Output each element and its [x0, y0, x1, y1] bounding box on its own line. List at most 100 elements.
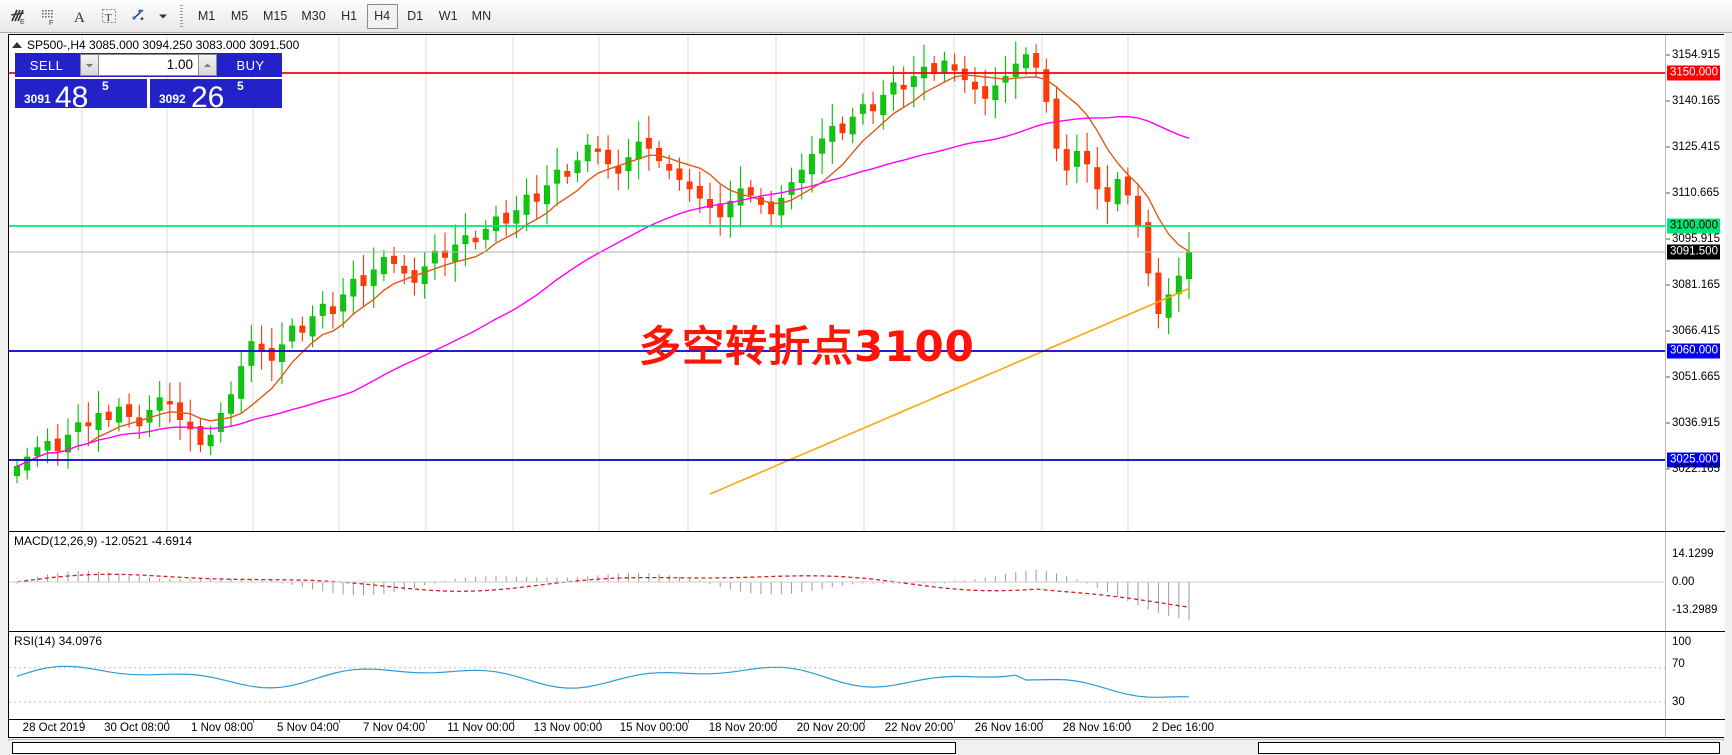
price-axis-tick — [1666, 468, 1670, 470]
indicators-icon[interactable]: E — [4, 3, 34, 30]
time-axis-corner — [1665, 720, 1725, 737]
price-axis-label: 3051.665 — [1672, 371, 1720, 383]
time-axis-tick — [864, 720, 865, 723]
time-axis-label: 15 Nov 00:00 — [619, 722, 689, 734]
octp-top-row: SELL 1.00 BUY — [15, 53, 282, 77]
price-axis-tick — [1666, 422, 1670, 424]
chart-annotation-text[interactable]: 多空转折点3100 — [639, 322, 975, 371]
chart-window[interactable]: SP500-,H4 3085.000 3094.250 3083.000 309… — [8, 34, 1725, 738]
time-axis-tick — [513, 720, 514, 723]
volume-input[interactable]: 1.00 — [99, 54, 198, 76]
timeframe-h1[interactable]: H1 — [341, 9, 358, 23]
status-cell-1 — [12, 742, 956, 754]
price-axis-tick — [1666, 54, 1670, 56]
time-axis-tick — [954, 720, 955, 723]
volume-increase-button[interactable] — [198, 54, 217, 76]
time-axis-label: 30 Oct 08:00 — [104, 722, 170, 734]
timeframe-w1[interactable]: W1 — [438, 9, 458, 23]
toolbar-divider — [177, 4, 186, 28]
rsi-caption: RSI(14) 34.0976 — [14, 634, 103, 648]
price-level-badge[interactable]: 3025.000 — [1667, 452, 1720, 468]
rsi-pane[interactable]: RSI(14) 34.0976 100 70 30 — [9, 631, 1725, 719]
one-click-trading-panel[interactable]: SELL 1.00 BUY 3091 48 — [15, 53, 282, 113]
buy-button[interactable]: BUY — [219, 53, 282, 77]
price-axis-tick — [1666, 146, 1670, 148]
timeframe-m1[interactable]: M1 — [197, 9, 216, 23]
status-bar — [0, 741, 1732, 755]
time-axis-tick — [339, 720, 340, 723]
macd-caption: MACD(12,26,9) -12.0521 -4.6914 — [14, 534, 193, 548]
price-axis-label: 3036.915 — [1672, 417, 1720, 429]
time-axis-label: 18 Nov 20:00 — [708, 722, 778, 734]
axis-label: 70 — [1672, 658, 1685, 670]
time-axis[interactable]: 28 Oct 2019 30 Oct 08:00 1 Nov 08:00 5 Nov … — [9, 719, 1725, 737]
grid-icon[interactable]: F — [34, 3, 64, 30]
time-axis-label: 20 Nov 20:00 — [796, 722, 866, 734]
axis-label: 0.00 — [1672, 576, 1695, 588]
price-axis-label: 3125.415 — [1672, 141, 1720, 153]
price-pane[interactable]: SP500-,H4 3085.000 3094.250 3083.000 309… — [9, 35, 1725, 531]
time-axis-tick — [1042, 720, 1043, 723]
price-axis-label: 3022.165 — [1672, 463, 1720, 475]
price-axis[interactable]: 3154.915 3150.000 3140.165 3125.415 3110.665… — [1665, 35, 1725, 531]
price-axis-tick — [1666, 376, 1670, 378]
timeframe-m15[interactable]: M15 — [263, 9, 288, 23]
sell-price-pips: 48 — [55, 81, 89, 114]
dropdown-arrow-icon[interactable] — [154, 3, 172, 30]
price-level-badge[interactable]: 3091.500 — [1667, 244, 1720, 260]
price-axis-tick — [1666, 100, 1670, 102]
octp-quote-row: 3091 48 5 3092 26 5 — [15, 79, 282, 113]
axis-label: 30 — [1672, 696, 1685, 708]
svg-text:E: E — [20, 19, 25, 26]
time-axis-label: 22 Nov 20:00 — [884, 722, 954, 734]
time-axis-label: 28 Nov 16:00 — [1062, 722, 1132, 734]
svg-text:F: F — [49, 20, 53, 26]
time-axis-label: 7 Nov 04:00 — [362, 722, 426, 734]
time-axis-label: 1 Nov 08:00 — [190, 722, 254, 734]
timeframe-mn[interactable]: MN — [471, 9, 492, 23]
text-tool-icon[interactable]: A — [64, 3, 94, 30]
symbol-header: SP500-,H4 3085.000 3094.250 3083.000 309… — [12, 37, 299, 52]
volume-stepper[interactable]: 1.00 — [78, 53, 219, 77]
time-axis-tick — [599, 720, 600, 723]
price-axis-tick — [1666, 330, 1670, 332]
price-axis-tick — [1666, 192, 1670, 194]
collapse-triangle-icon[interactable] — [12, 41, 22, 48]
time-axis-label: 28 Oct 2019 — [22, 722, 86, 734]
price-axis-label: 3154.915 — [1672, 49, 1720, 61]
price-plot-area[interactable] — [9, 35, 1665, 531]
objects-icon[interactable] — [124, 3, 154, 30]
svg-text:T: T — [105, 12, 112, 24]
price-axis-label: 3095.915 — [1672, 233, 1720, 245]
timeframe-d1[interactable]: D1 — [407, 9, 424, 23]
price-level-badge[interactable]: 3060.000 — [1667, 343, 1720, 359]
buy-price-box[interactable]: 3092 26 5 — [150, 79, 282, 113]
price-candles-svg — [9, 35, 1665, 531]
timeframe-m5[interactable]: M5 — [230, 9, 249, 23]
price-axis-label: 3081.165 — [1672, 279, 1720, 291]
timeframe-m30[interactable]: M30 — [301, 9, 326, 23]
timeframe-h4[interactable]: H4 — [366, 3, 398, 29]
volume-decrease-button[interactable] — [80, 54, 99, 76]
svg-text:A: A — [74, 10, 85, 26]
time-axis-tick — [253, 720, 254, 723]
macd-pane[interactable]: MACD(12,26,9) -12.0521 -4.6914 14.1299 0.… — [9, 531, 1725, 631]
sell-button[interactable]: SELL — [15, 53, 78, 77]
sell-price-box[interactable]: 3091 48 5 — [15, 79, 147, 113]
sell-price-integer: 3091 — [24, 92, 51, 106]
axis-label: -13.2989 — [1672, 604, 1718, 616]
sell-price-fraction: 5 — [102, 79, 109, 93]
rsi-axis: 100 70 30 — [1665, 632, 1725, 719]
price-level-badge[interactable]: 3100.000 — [1667, 218, 1720, 234]
price-level-badge[interactable]: 3150.000 — [1667, 65, 1720, 81]
price-axis-label: 3110.665 — [1672, 187, 1720, 199]
buy-price-integer: 3092 — [159, 92, 186, 106]
time-axis-tick — [1128, 720, 1129, 723]
rsi-plot-area — [9, 632, 1665, 719]
text-label-icon[interactable]: T — [94, 3, 124, 30]
symbol-ohlc-text: SP500-,H4 3085.000 3094.250 3083.000 309… — [27, 37, 300, 52]
main-toolbar: E F A T — [0, 0, 1732, 33]
price-axis-tick — [1666, 284, 1670, 286]
rsi-svg — [9, 665, 1665, 703]
price-axis-label: 3140.165 — [1672, 95, 1720, 107]
